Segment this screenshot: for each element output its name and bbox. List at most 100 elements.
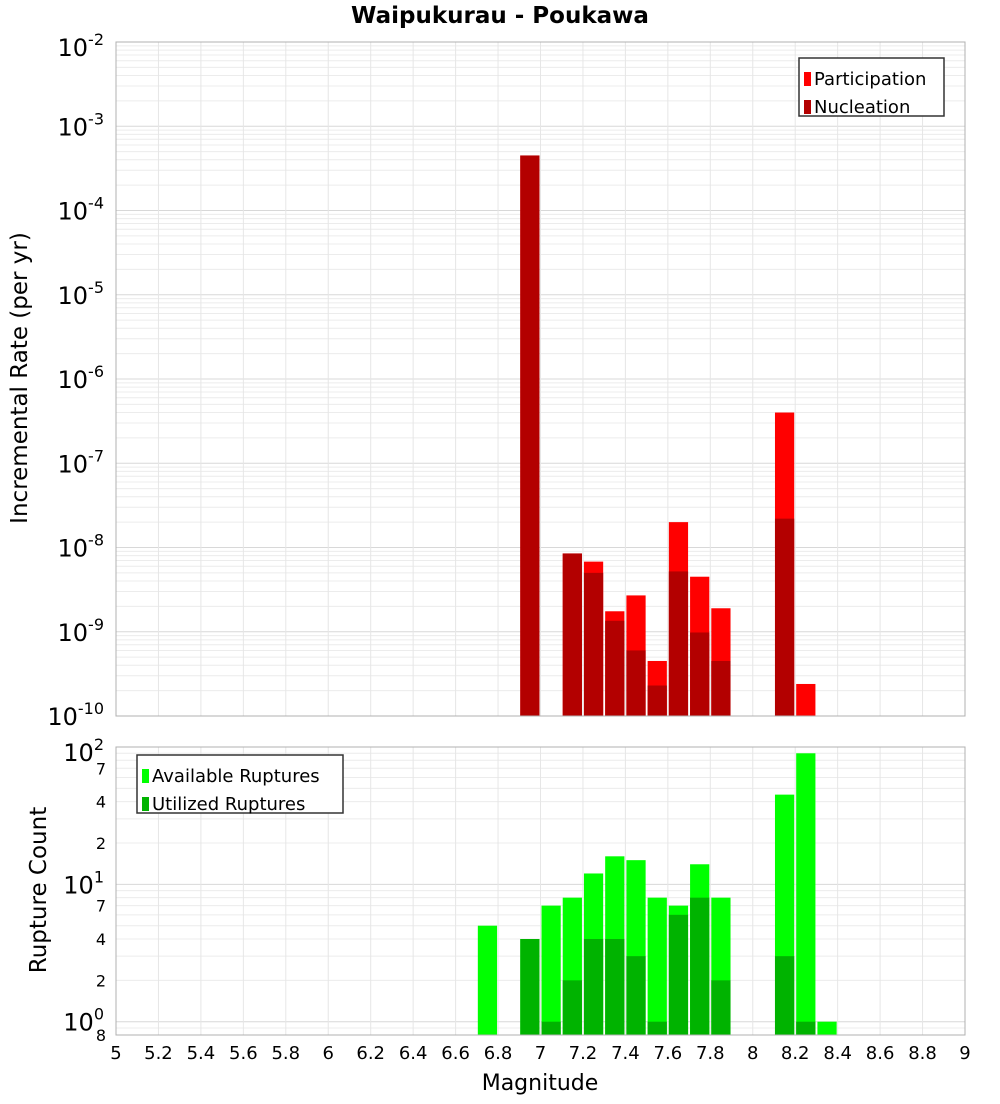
- x-tick-labels: 5 5.2 5.4 5.6 5.8 6 6.2 6.4 6.6 6.8 7 7.2 7.4 7.6 7.8 8…: [110, 1043, 970, 1064]
- x-tick-label: 5: [110, 1043, 121, 1064]
- bar: [796, 753, 816, 1035]
- y-tick-exponent: 2: [94, 735, 104, 754]
- bar: [796, 1021, 816, 1035]
- legend-box: [798, 57, 945, 117]
- bar: [583, 572, 604, 716]
- bar: [711, 980, 731, 1035]
- x-tick-label: 8: [747, 1043, 758, 1064]
- bar: [647, 1021, 667, 1035]
- legend: Participation Nucleation: [798, 57, 945, 118]
- y-tick-label: 10-5: [58, 278, 105, 310]
- x-tick-label: 6.2: [356, 1043, 385, 1064]
- y-tick-base: 10: [58, 282, 89, 310]
- bar: [605, 620, 625, 716]
- y-minor-tick-label: 4: [96, 793, 106, 812]
- x-tick-label: 5.4: [187, 1043, 216, 1064]
- legend-box: [136, 754, 344, 814]
- y-tick-exponent: -7: [88, 446, 104, 465]
- x-tick-label: 7: [535, 1043, 546, 1064]
- x-tick-label: 8.4: [823, 1043, 852, 1064]
- x-tick-label: 5.6: [229, 1043, 258, 1064]
- x-tick-label: 6.6: [441, 1043, 470, 1064]
- x-axis-title: Magnitude: [482, 1071, 599, 1096]
- y-minor-tick-label: 2: [96, 971, 106, 990]
- plot-frame: [115, 746, 966, 1036]
- x-tick-label: 6: [323, 1043, 334, 1064]
- y-tick-base: 10: [58, 198, 89, 226]
- x-tick-label: 5.8: [271, 1043, 300, 1064]
- y-tick-label: 10-7: [58, 446, 105, 478]
- y-tick-label: 101: [63, 867, 104, 899]
- y-tick-base: 10: [63, 1009, 94, 1037]
- y-tick-label: 102: [63, 735, 104, 767]
- bar: [774, 518, 795, 716]
- x-tick-label: 8.8: [908, 1043, 937, 1064]
- x-tick-label: 9: [959, 1043, 970, 1064]
- x-tick-label: 7.4: [611, 1043, 640, 1064]
- x-tick-label: 7.2: [569, 1043, 598, 1064]
- y-tick-exponent: -8: [88, 531, 104, 550]
- legend-label: Utilized Ruptures: [152, 794, 305, 815]
- y-tick-label: 10-9: [58, 615, 105, 647]
- legend-swatch: [142, 769, 149, 783]
- y-tick-base: 10: [47, 703, 78, 731]
- y-tick-base: 10: [58, 450, 89, 478]
- y-minor-tick-label: 7: [96, 897, 106, 916]
- x-tick-label: 8.6: [866, 1043, 895, 1064]
- y-minor-tick-label: 8: [96, 1026, 106, 1045]
- bar: [605, 939, 625, 1035]
- bar: [520, 939, 540, 1035]
- bar: [626, 956, 646, 1035]
- series-utilized-ruptures: [520, 897, 816, 1035]
- bar: [541, 905, 561, 1035]
- y-tick-label: 10-2: [58, 30, 105, 62]
- y-tick-label: 10-4: [58, 194, 105, 226]
- legend-label: Participation: [814, 69, 926, 90]
- series-nucleation: [520, 155, 795, 716]
- y-tick-label: 10-8: [58, 531, 105, 563]
- bar: [774, 956, 795, 1035]
- y-tick-base: 10: [58, 619, 89, 647]
- y-tick-base: 10: [58, 535, 89, 563]
- bar: [562, 553, 582, 716]
- bar: [817, 1021, 837, 1035]
- legend-swatch: [142, 797, 149, 811]
- bar: [541, 1021, 561, 1035]
- y-tick-exponent: -5: [88, 278, 104, 297]
- x-tick-label: 7.6: [654, 1043, 683, 1064]
- y-tick-label: 10-6: [58, 362, 105, 394]
- y-tick-exponent: 1: [94, 867, 104, 886]
- y-minor-tick-label: 2: [96, 834, 106, 853]
- y-tick-exponent: -6: [88, 362, 104, 381]
- bar: [668, 571, 689, 716]
- x-tick-label: 7.8: [696, 1043, 725, 1064]
- legend: Available Ruptures Utilized Ruptures: [136, 754, 344, 815]
- x-tick-label: 6.4: [399, 1043, 428, 1064]
- x-tick-label: 5.2: [144, 1043, 173, 1064]
- y-tick-exponent: -10: [78, 699, 104, 718]
- rates-panel: 10-1010-910-810-710-610-510-410-310-2Par…: [47, 30, 966, 731]
- y-tick-exponent: -2: [88, 30, 104, 49]
- legend-swatch: [804, 72, 811, 86]
- bar: [626, 650, 646, 716]
- bottom-y-axis-title: Rupture Count: [26, 807, 52, 973]
- bar: [583, 939, 604, 1035]
- y-tick-label: 10-3: [58, 109, 105, 141]
- bar: [690, 897, 710, 1035]
- y-minor-tick-label: 7: [96, 759, 106, 778]
- bar: [796, 683, 816, 716]
- y-tick-label: 100: [63, 1005, 104, 1037]
- bar: [477, 925, 498, 1035]
- bar: [711, 660, 731, 716]
- legend-label: Nucleation: [814, 97, 910, 118]
- y-tick-exponent: -9: [88, 615, 104, 634]
- y-tick-base: 10: [58, 113, 89, 141]
- chart-title: Waipukurau - Poukawa: [351, 3, 649, 29]
- y-tick-exponent: 0: [94, 1005, 104, 1024]
- bar: [647, 685, 667, 716]
- y-tick-base: 10: [58, 366, 89, 394]
- x-tick-label: 6.8: [484, 1043, 513, 1064]
